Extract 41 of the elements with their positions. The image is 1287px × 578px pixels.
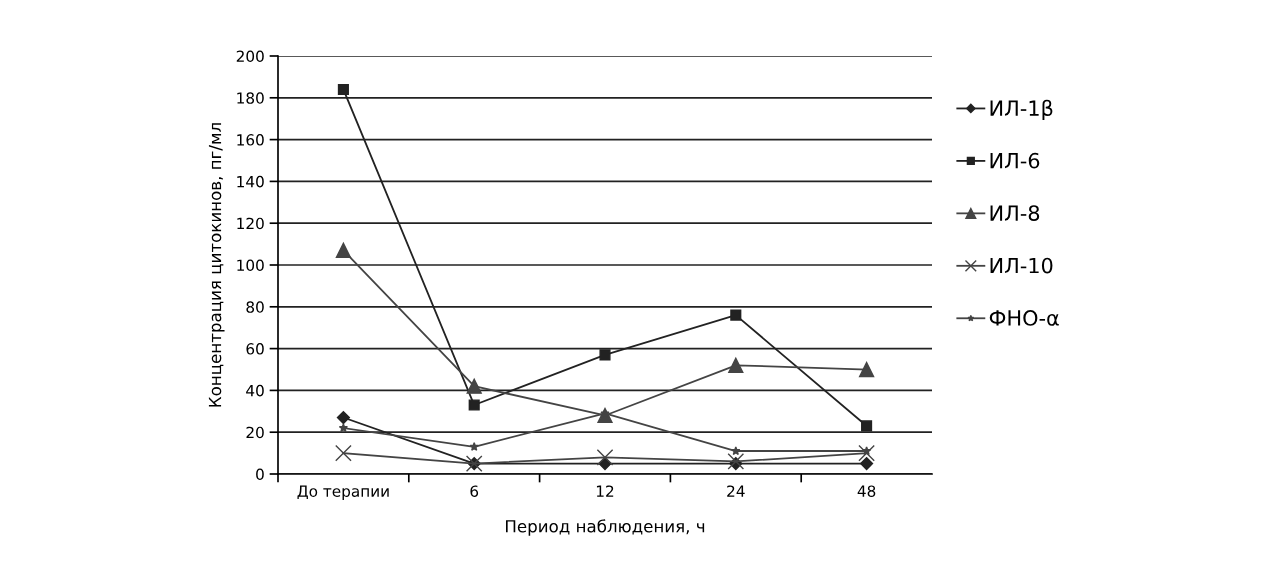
y-tick-label: 20	[246, 426, 264, 439]
legend-label: ИЛ-6	[990, 152, 1040, 169]
point	[468, 399, 480, 411]
point	[596, 448, 614, 466]
x-axis-title: Период наблюдения, ч	[506, 519, 705, 536]
x-tick-label: 24	[727, 485, 745, 497]
legend-label: ИЛ-10	[990, 257, 1053, 274]
y-tick-label: 140	[237, 175, 264, 188]
point	[599, 349, 611, 361]
y-tick-label: 60	[246, 343, 264, 355]
point	[466, 378, 482, 394]
point	[861, 420, 873, 432]
y-tick-label: 160	[237, 134, 264, 146]
y-tick-label: 180	[237, 92, 264, 104]
y-tick-label: 40	[246, 384, 264, 397]
point	[335, 444, 352, 462]
y-tick-label: 100	[237, 259, 264, 272]
point	[469, 441, 479, 451]
y-tick-label: 200	[236, 50, 264, 63]
point	[336, 410, 350, 425]
legend-label: ФНО-α	[989, 310, 1059, 326]
point	[728, 357, 744, 373]
legend-label: ИЛ-8	[990, 205, 1040, 221]
point	[858, 444, 875, 462]
point	[858, 361, 875, 378]
x-tick-label: 6	[470, 485, 479, 497]
point	[338, 423, 349, 433]
point	[730, 309, 742, 321]
point	[335, 242, 352, 259]
y-tick-label: 0	[256, 468, 264, 481]
x-tick-label: 12	[596, 485, 614, 497]
x-tick-label: 48	[857, 485, 876, 497]
legend-label: ИЛ-1β	[990, 99, 1053, 121]
y-axis-title: Концентрация цитокинов, пг/мл	[208, 123, 225, 407]
y-tick-label: 120	[237, 217, 264, 230]
point	[731, 446, 741, 456]
y-tick-label: 80	[246, 301, 264, 313]
point	[861, 446, 872, 456]
x-tick-label: До терапии	[297, 485, 389, 500]
point	[337, 83, 349, 95]
point	[860, 456, 874, 471]
